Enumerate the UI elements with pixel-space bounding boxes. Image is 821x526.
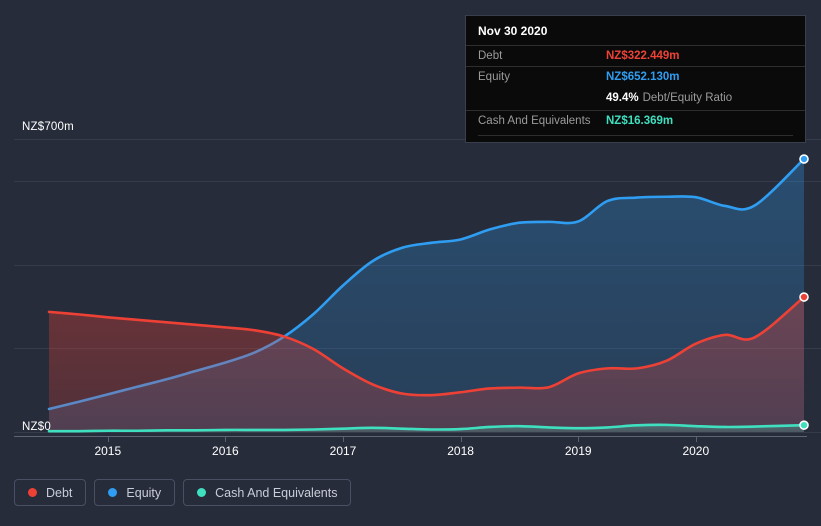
x-axis-tickmark bbox=[695, 437, 697, 442]
chart-tooltip: Nov 30 2020 Debt NZ$322.449m Equity NZ$6… bbox=[465, 15, 806, 143]
series-area-debt bbox=[49, 297, 804, 432]
tooltip-row-debt-equity-ratio: 49.4% Debt/Equity Ratio bbox=[466, 87, 805, 110]
x-axis-tickmark bbox=[460, 437, 462, 442]
chart-svg bbox=[14, 139, 821, 433]
tooltip-equity-key: Equity bbox=[478, 71, 510, 83]
tooltip-date: Nov 30 2020 bbox=[478, 24, 548, 38]
equity-dot bbox=[108, 488, 118, 497]
x-axis-tickmark bbox=[225, 437, 227, 442]
debt-dot bbox=[28, 488, 37, 497]
x-axis-tickmark bbox=[107, 437, 109, 442]
end-marker-debt bbox=[799, 292, 809, 302]
x-axis-tick-2017: 2017 bbox=[329, 444, 357, 458]
y-axis-max-label: NZ$700m bbox=[22, 121, 74, 133]
x-axis: 2015 2016 2017 2018 2019 2020 bbox=[14, 437, 821, 461]
legend-item-cash-and-equivalents[interactable]: Cash And Equivalents bbox=[183, 479, 352, 506]
tooltip-ratio-label: Debt/Equity Ratio bbox=[642, 92, 733, 104]
x-axis-baseline bbox=[14, 436, 807, 437]
x-axis-tick-2019: 2019 bbox=[564, 444, 592, 458]
legend-label: Cash And Equivalents bbox=[215, 485, 338, 500]
tooltip-equity-value: NZ$652.130m bbox=[606, 71, 680, 83]
tooltip-ratio-wrap: 49.4% Debt/Equity Ratio bbox=[606, 88, 732, 106]
x-axis-tick-2016: 2016 bbox=[212, 444, 239, 458]
cash-dot bbox=[197, 488, 207, 497]
tooltip-ratio-percent: 49.4% bbox=[606, 92, 639, 104]
tooltip-debt-value: NZ$322.449m bbox=[606, 50, 680, 62]
end-marker-cash-and-equivalents bbox=[799, 420, 809, 430]
end-marker-equity bbox=[799, 154, 809, 164]
tooltip-row-cash: Cash And Equivalents NZ$16.369m bbox=[466, 110, 805, 131]
tooltip-cash-key: Cash And Equivalents bbox=[478, 115, 591, 127]
legend-item-debt[interactable]: Debt bbox=[14, 479, 87, 506]
tooltip-bottom-divider bbox=[478, 135, 793, 136]
x-axis-tickmark bbox=[343, 437, 344, 442]
chart-plot-area bbox=[14, 139, 821, 433]
y-axis-zero-label: NZ$0 bbox=[22, 421, 51, 433]
x-axis-tickmark bbox=[578, 437, 580, 442]
series-line-debt bbox=[47, 295, 806, 397]
series-line-cash-and-equivalents bbox=[47, 423, 806, 433]
x-axis-tick-2018: 2018 bbox=[447, 444, 474, 458]
x-axis-tick-2020: 2020 bbox=[682, 444, 710, 458]
chart-legend: Debt Equity Cash And Equivalents bbox=[14, 479, 352, 506]
chart-end-markers bbox=[799, 154, 809, 430]
legend-label: Debt bbox=[46, 485, 73, 500]
legend-item-equity[interactable]: Equity bbox=[94, 479, 176, 506]
tooltip-row-equity: Equity NZ$652.130m bbox=[466, 66, 805, 87]
legend-label: Equity bbox=[126, 485, 162, 500]
tooltip-debt-key: Debt bbox=[478, 50, 503, 62]
chart-series-layer bbox=[47, 157, 806, 433]
x-axis-tick-2015: 2015 bbox=[94, 444, 122, 458]
tooltip-row-debt: Debt NZ$322.449m bbox=[466, 45, 805, 66]
tooltip-cash-value: NZ$16.369m bbox=[606, 115, 674, 127]
